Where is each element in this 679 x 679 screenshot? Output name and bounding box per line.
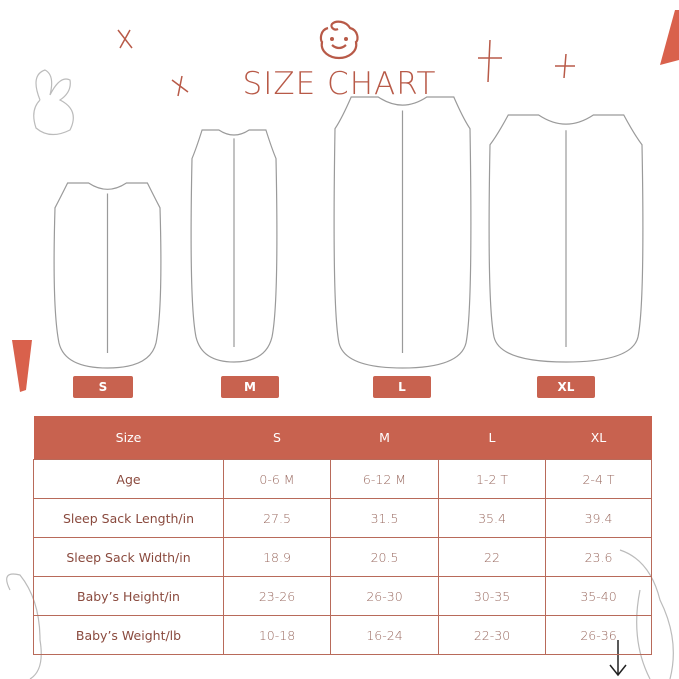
row-label: Sleep Sack Length/in	[33, 498, 224, 538]
size-badge-xl: XL	[537, 376, 595, 398]
table-cell: 27.5	[223, 498, 331, 538]
header-s: S	[223, 416, 331, 460]
table-cell: 6-12 M	[330, 459, 439, 499]
table-cell: 20.5	[330, 537, 439, 577]
table-row: Sleep Sack Width/in 18.9 20.5 22 23.6	[33, 537, 652, 577]
table-cell: 35.4	[438, 498, 546, 538]
table-cell: 31.5	[330, 498, 439, 538]
carrot-illustration	[12, 10, 679, 392]
header-m: M	[330, 416, 439, 460]
table-cell: 26-36	[545, 615, 652, 655]
table-row: Sleep Sack Length/in 27.5 31.5 35.4 39.4	[33, 498, 652, 538]
table-cell: 10-18	[223, 615, 331, 655]
size-badge-m: M	[221, 376, 279, 398]
row-label: Sleep Sack Width/in	[33, 537, 224, 577]
table-cell: 0-6 M	[223, 459, 331, 499]
header-l: L	[438, 416, 546, 460]
table-cell: 23-26	[223, 576, 331, 616]
row-label: Age	[33, 459, 224, 499]
table-header-row: Size S M L XL	[33, 416, 652, 460]
table-cell: 35-40	[545, 576, 652, 616]
table-row: Baby’s Height/in 23-26 26-30 30-35 35-40	[33, 576, 652, 616]
size-badge-l: L	[373, 376, 431, 398]
row-label: Baby’s Weight/lb	[33, 615, 224, 655]
table-cell: 2-4 T	[545, 459, 652, 499]
table-cell: 26-30	[330, 576, 439, 616]
sleep-sack-illustrations	[53, 96, 644, 369]
header-size: Size	[33, 416, 224, 460]
table-cell: 22	[438, 537, 546, 577]
baby-face-icon	[319, 20, 359, 60]
table-cell: 39.4	[545, 498, 652, 538]
table-cell: 18.9	[223, 537, 331, 577]
table-row: Baby’s Weight/lb 10-18 16-24 22-30 26-36	[33, 615, 652, 655]
table-row: Age 0-6 M 6-12 M 1-2 T 2-4 T	[33, 459, 652, 499]
table-cell: 22-30	[438, 615, 546, 655]
size-badge-s: S	[73, 376, 133, 398]
table-cell: 23.6	[545, 537, 652, 577]
table-cell: 30-35	[438, 576, 546, 616]
page-title: SIZE CHART	[242, 66, 437, 102]
header-xl: XL	[545, 416, 652, 460]
table-cell: 16-24	[330, 615, 439, 655]
size-table: Size S M L XL Age 0-6 M 6-12 M 1-2 T 2-4 T Sl…	[33, 416, 652, 655]
row-label: Baby’s Height/in	[33, 576, 224, 616]
table-cell: 1-2 T	[438, 459, 546, 499]
